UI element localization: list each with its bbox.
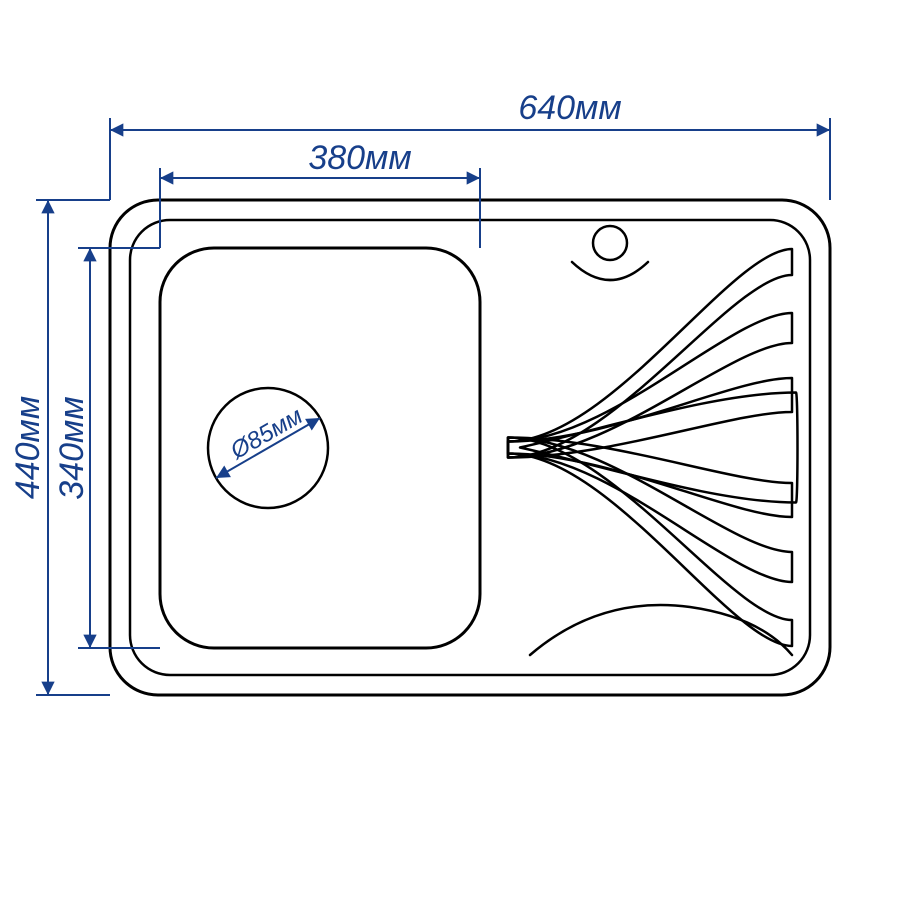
sink-outer-rect xyxy=(110,200,830,695)
dimension-height-340-label: 340мм xyxy=(53,396,91,499)
dimension-height-440-label: 440мм xyxy=(9,396,47,499)
dimension-width-380-label: 380мм xyxy=(308,139,411,177)
dimension-height-340: 340мм xyxy=(53,248,160,648)
drain-diameter-label: Ø85мм xyxy=(225,402,307,465)
dimension-width-380: 380мм xyxy=(160,139,480,248)
tap-hole-circle xyxy=(593,226,627,260)
dimension-width-640-label: 640мм xyxy=(518,89,621,127)
drainer-ribs xyxy=(508,249,798,655)
dimension-width-640: 640мм xyxy=(110,89,830,200)
